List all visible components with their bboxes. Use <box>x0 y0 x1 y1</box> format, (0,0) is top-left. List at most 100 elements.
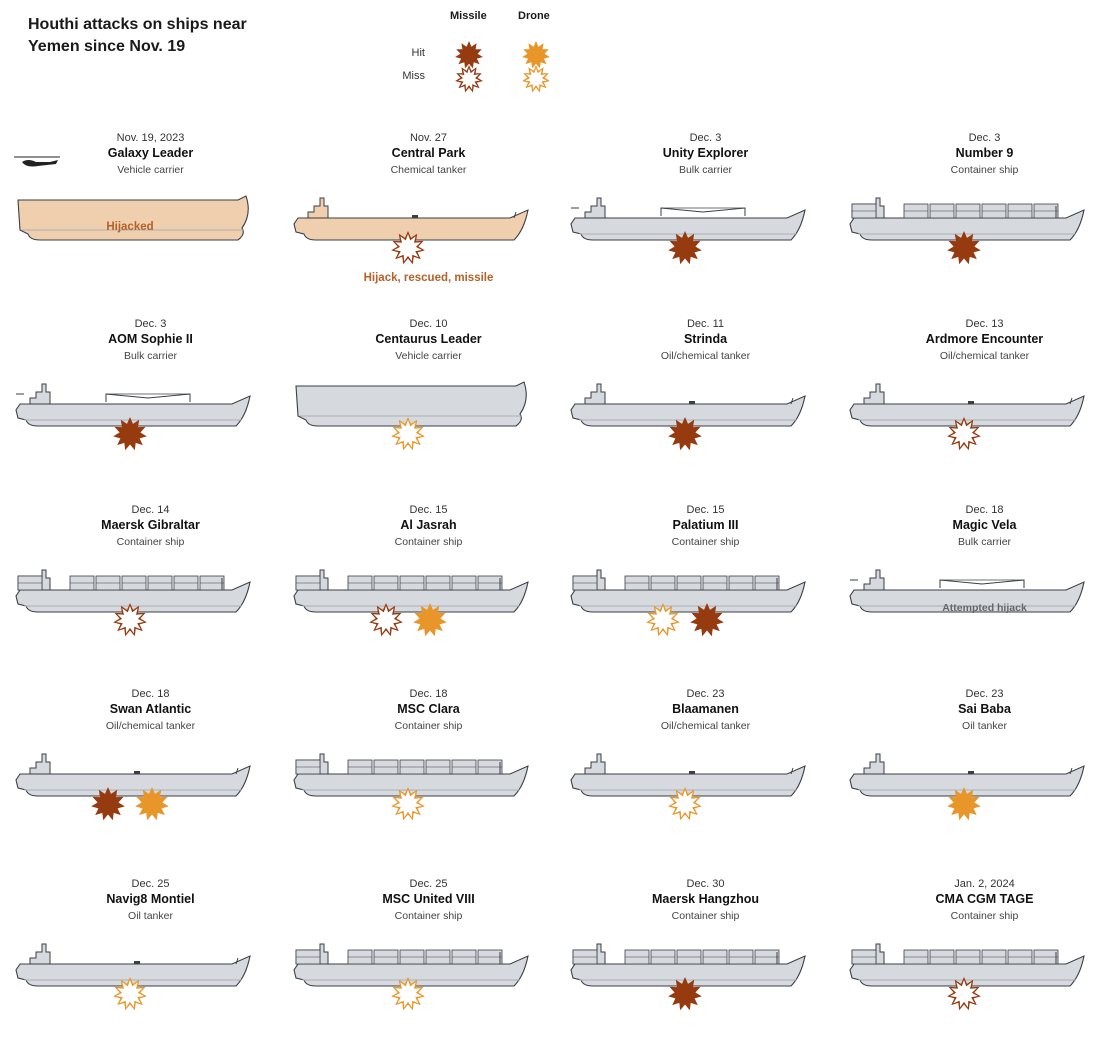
ship-type: Oil tanker <box>962 720 1007 732</box>
ship-drawing <box>15 753 251 821</box>
ship-silhouette <box>15 569 251 613</box>
legend-drone-miss-icon <box>522 65 550 93</box>
ship-name: Ardmore Encounter <box>925 332 1044 346</box>
ship-silhouette <box>849 943 1085 987</box>
ship-type: Oil tanker <box>128 910 173 922</box>
legend: Missile Drone Hit Miss <box>395 8 565 98</box>
ship-date: Dec. 3 <box>689 132 722 144</box>
ship-date: Dec. 18 <box>409 688 448 700</box>
missile-hit-icon <box>668 977 702 1011</box>
missile-hit-icon <box>668 231 702 265</box>
drone-hit-icon <box>947 787 981 821</box>
ship-silhouette <box>15 943 251 987</box>
missile-miss-icon <box>947 977 981 1011</box>
ship-silhouette <box>849 753 1085 797</box>
ship-silhouette <box>293 569 529 613</box>
ship-name: Swan Atlantic <box>109 702 192 716</box>
ship-name: Blaamanen <box>672 702 739 716</box>
drone-miss-icon <box>668 787 702 821</box>
ship-date: Dec. 3 <box>134 318 167 330</box>
ship-date: Nov. 27 <box>409 132 448 144</box>
ship-type: Oil/chemical tanker <box>660 350 751 362</box>
ship-drawing <box>15 383 251 451</box>
ship-type: Oil/chemical tanker <box>939 350 1030 362</box>
missile-miss-icon <box>455 65 483 93</box>
ship-card: Dec. 11 Strinda Oil/chemical tanker <box>567 318 844 503</box>
ship-drawing <box>570 943 806 1011</box>
ship-card: Dec. 25 Navig8 Montiel Oil tanker <box>12 878 289 1063</box>
missile-miss-icon <box>369 603 403 637</box>
ship-card: Dec. 15 Palatium III Container ship <box>567 504 844 689</box>
ship-type: Container ship <box>116 536 185 548</box>
ship-drawing <box>15 943 251 1011</box>
legend-missile-header: Missile <box>450 10 487 22</box>
drone-hit-icon <box>522 41 550 69</box>
ship-name: Galaxy Leader <box>107 146 194 160</box>
ship-drawing <box>293 569 529 637</box>
ship-card: Dec. 23 Blaamanen Oil/chemical tanker <box>567 688 844 873</box>
legend-drone-header: Drone <box>518 10 550 22</box>
ship-type: Bulk carrier <box>123 350 178 362</box>
drone-miss-icon <box>391 787 425 821</box>
ship-card: Dec. 23 Sai Baba Oil tanker <box>846 688 1109 873</box>
ship-card: Dec. 3 Unity Explorer Bulk carrier <box>567 132 844 317</box>
ship-name: Maersk Gibraltar <box>101 518 200 532</box>
ship-drawing <box>570 569 806 637</box>
ship-date: Dec. 25 <box>409 878 448 890</box>
ship-drawing <box>570 197 806 265</box>
ship-type: Bulk carrier <box>957 536 1012 548</box>
legend-hit-label: Hit <box>411 47 425 59</box>
ship-card: Dec. 18 Swan Atlantic Oil/chemical tanker <box>12 688 289 873</box>
ship-type: Chemical tanker <box>390 164 467 176</box>
ship-silhouette <box>15 753 251 797</box>
ship-name: Number 9 <box>955 146 1014 160</box>
ship-silhouette <box>570 197 806 241</box>
ship-type: Container ship <box>950 910 1019 922</box>
ship-card: Dec. 18 Magic Vela Bulk carrier Attempted h… <box>846 504 1109 689</box>
missile-hit-icon <box>113 417 147 451</box>
ship-silhouette <box>849 197 1085 241</box>
ship-type: Vehicle carrier <box>117 164 184 176</box>
ship-name: MSC Clara <box>397 702 460 716</box>
ship-name: Sai Baba <box>958 702 1011 716</box>
ship-type: Oil/chemical tanker <box>660 720 751 732</box>
ship-drawing <box>849 197 1085 265</box>
ship-date: Nov. 19, 2023 <box>116 132 185 144</box>
missile-hit-icon <box>455 41 483 69</box>
drone-hit-icon <box>135 787 169 821</box>
ship-silhouette <box>570 383 806 427</box>
ship-note: Hijack, rescued, missile <box>363 272 494 284</box>
ship-type: Bulk carrier <box>678 164 733 176</box>
ship-silhouette <box>570 569 806 613</box>
ship-name: Central Park <box>391 146 466 160</box>
ship-card: Dec. 3 Number 9 Container ship <box>846 132 1109 317</box>
legend-drone-hit-icon <box>522 41 550 69</box>
ship-date: Dec. 10 <box>409 318 448 330</box>
ship-drawing <box>293 943 529 1011</box>
ship-card: Jan. 2, 2024 CMA CGM TAGE Container ship <box>846 878 1109 1063</box>
ship-silhouette <box>15 383 251 427</box>
ship-date: Jan. 2, 2024 <box>954 878 1015 890</box>
ship-card: Dec. 30 Maersk Hangzhou Container ship <box>567 878 844 1063</box>
missile-hit-icon <box>947 231 981 265</box>
ship-name: Unity Explorer <box>662 146 749 160</box>
ship-drawing <box>849 569 1085 613</box>
legend-missile-miss-icon <box>455 65 483 93</box>
ship-silhouette <box>849 383 1085 427</box>
missile-hit-icon <box>690 603 724 637</box>
ship-drawing <box>293 197 529 265</box>
drone-miss-icon <box>391 417 425 451</box>
ship-date: Dec. 15 <box>686 504 725 516</box>
legend-miss-label: Miss <box>402 70 425 82</box>
ship-drawing <box>570 383 806 451</box>
ship-name: Strinda <box>683 332 728 346</box>
missile-miss-icon <box>391 231 425 265</box>
ship-card: Dec. 14 Maersk Gibraltar Container ship <box>12 504 289 689</box>
ship-card: Nov. 27 Central Park Chemical tanker Hijack… <box>290 132 567 317</box>
ship-type: Container ship <box>950 164 1019 176</box>
ship-type: Container ship <box>671 910 740 922</box>
ship-name: Palatium III <box>672 518 739 532</box>
ship-date: Dec. 23 <box>965 688 1004 700</box>
ship-drawing <box>849 943 1085 1011</box>
ship-name: Al Jasrah <box>400 518 457 532</box>
